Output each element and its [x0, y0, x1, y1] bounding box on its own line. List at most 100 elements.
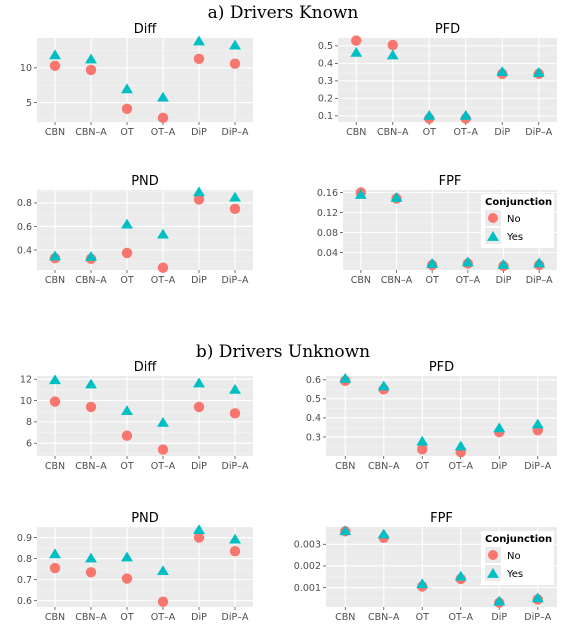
legend: Conjunction No Yes: [481, 194, 554, 248]
x-tick-label: OT: [416, 612, 429, 623]
x-tick-label: CBN: [346, 127, 366, 138]
point-yes: [377, 380, 390, 391]
x-tick-label: OT–A: [151, 275, 176, 286]
point-yes: [193, 377, 205, 388]
legends: Conjunction No Yes Conjunction No Yes: [481, 194, 554, 585]
x-tick-label: OT: [423, 127, 436, 138]
x-tick-label: OT: [120, 461, 133, 472]
x-tick-label: OT: [120, 612, 133, 623]
legend-title: Conjunction: [485, 197, 552, 208]
x-tick-label: DiP: [191, 127, 207, 138]
x-tick-label: OT: [416, 461, 429, 472]
panel-background: [37, 38, 253, 122]
x-tick-label: OT–A: [448, 612, 473, 623]
legend-title: Conjunction: [485, 534, 552, 545]
point-yes: [157, 228, 169, 239]
x-tick-label: CBN: [335, 461, 355, 472]
point-yes: [49, 374, 61, 385]
x-tick-label: CBN: [45, 127, 65, 138]
y-tick-label: 0.4: [17, 245, 32, 256]
legend-key-yes: [487, 568, 499, 578]
y-tick-label: 8: [26, 417, 32, 428]
x-tick-label: CBN–A: [377, 127, 409, 138]
point-yes: [454, 570, 467, 581]
point-yes: [531, 418, 544, 429]
panel-title: PND: [131, 174, 159, 189]
point-no: [121, 103, 133, 115]
point-yes: [354, 189, 367, 199]
x-tick-label: DiP: [491, 612, 507, 623]
panel-5: 0.3 0.4 0.5 0.6 CBN CBN–A OT OT–A DiP DiP–A PFD: [306, 360, 557, 472]
point-yes: [85, 552, 97, 563]
point-no: [121, 247, 133, 259]
panel-4: 6 8 10 12 CBN CBN–A OT OT–A DiP DiP–A Diff: [20, 360, 253, 472]
point-yes: [85, 53, 97, 64]
y-tick-label: 0.003: [294, 540, 321, 551]
panel-2: 0.4 0.6 0.8 CBN CBN–A OT OT–A DiP DiP–A PND: [17, 174, 253, 286]
point-yes: [416, 435, 429, 446]
point-no: [229, 408, 241, 419]
y-tick-label: 0.2: [318, 94, 333, 105]
point-yes: [193, 524, 205, 535]
point-yes: [350, 46, 363, 57]
panel-title: PFD: [429, 360, 454, 375]
point-yes: [49, 49, 61, 60]
point-yes: [454, 440, 467, 451]
panel-title: PFD: [435, 22, 460, 37]
legend-key-no: [488, 213, 498, 223]
point-yes: [416, 578, 429, 589]
point-yes: [121, 218, 133, 229]
x-tick-label: OT: [120, 275, 133, 286]
point-yes: [339, 372, 352, 383]
point-yes: [229, 191, 241, 202]
point-yes: [377, 528, 390, 539]
panel-background: [326, 376, 557, 456]
x-tick-label: CBN: [45, 275, 65, 286]
panel-title: Diff: [134, 22, 158, 37]
x-tick-label: DiP: [191, 612, 207, 623]
panel-title: FPF: [430, 511, 453, 526]
point-yes: [531, 592, 544, 603]
y-tick-label: 0.002: [294, 561, 321, 572]
point-yes: [461, 256, 474, 267]
x-tick-label: DiP–A: [222, 275, 249, 286]
point-yes: [229, 39, 241, 50]
point-no: [49, 60, 61, 71]
point-yes: [193, 186, 205, 197]
x-tick-label: OT: [120, 127, 133, 138]
x-tick-label: CBN–A: [75, 127, 107, 138]
y-tick-label: 6: [26, 439, 32, 450]
point-yes: [85, 378, 97, 389]
point-yes: [532, 67, 545, 77]
panel-title: PND: [131, 511, 159, 526]
point-no: [85, 64, 97, 76]
point-no: [193, 401, 205, 413]
panel-1: 0.1 0.2 0.3 0.4 0.5 CBN CBN–A OT OT–A DiP DiP–A PFD: [318, 22, 557, 138]
point-yes: [157, 565, 169, 576]
y-tick-label: 0.3: [318, 76, 333, 87]
point-no: [387, 39, 398, 51]
panel-6: 0.6 0.7 0.8 0.9 CBN CBN–A OT OT–A DiP DiP–A PND: [17, 511, 253, 623]
x-tick-label: OT–A: [151, 612, 176, 623]
y-tick-label: 0.12: [317, 208, 338, 219]
x-tick-label: DiP–A: [526, 275, 553, 286]
panel-background: [338, 38, 557, 122]
x-tick-label: DiP–A: [524, 461, 551, 472]
x-tick-label: CBN–A: [75, 275, 107, 286]
legend-label-yes: Yes: [506, 569, 523, 580]
y-tick-label: 10: [20, 396, 32, 407]
point-no: [417, 444, 428, 455]
y-tick-label: 0.001: [294, 583, 321, 594]
x-tick-label: DiP: [491, 461, 507, 472]
point-yes: [85, 251, 97, 261]
point-yes: [49, 548, 61, 559]
point-no: [49, 396, 61, 407]
point-yes: [121, 405, 133, 416]
point-no: [157, 596, 169, 607]
x-tick-label: CBN–A: [368, 612, 400, 623]
legend-label-no: No: [507, 214, 521, 225]
point-no: [229, 546, 241, 557]
panel-0: 5 10 CBN CBN–A OT OT–A DiP DiP–A Diff: [20, 22, 253, 138]
point-yes: [121, 551, 133, 562]
